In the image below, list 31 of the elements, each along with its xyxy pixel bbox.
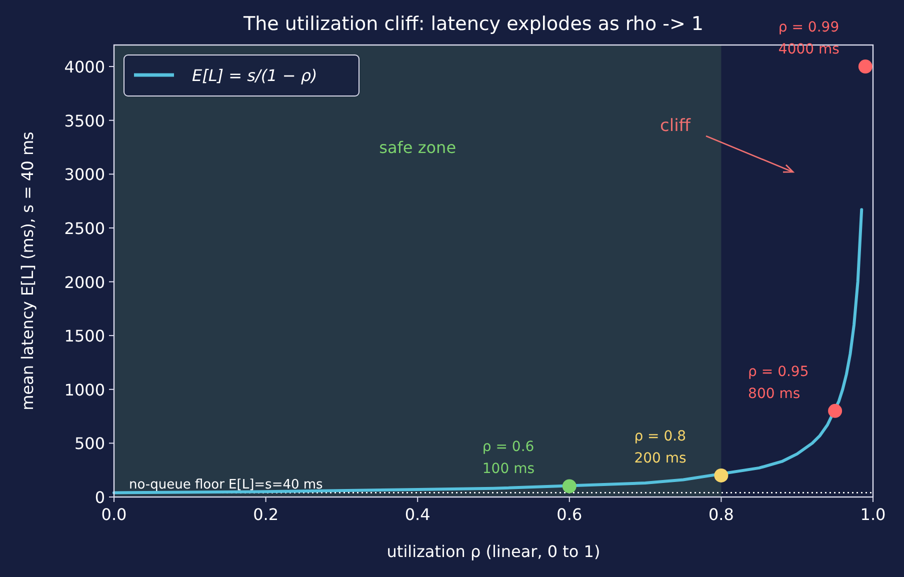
legend-label: E[L] = s/(1 − ρ) xyxy=(192,66,318,85)
band-label: safe zone xyxy=(379,138,456,157)
annotation: ρ = 0.8 200 ms xyxy=(634,428,686,466)
annotation: cliff xyxy=(660,116,692,136)
y-tick-label: 4000 xyxy=(64,58,105,77)
x-tick-label: 1.0 xyxy=(860,505,886,524)
x-tick-label: 0.6 xyxy=(556,505,582,524)
y-tick-label: 1000 xyxy=(64,380,105,400)
point xyxy=(714,468,728,482)
ref-line-label: no-queue floor E[L]=s=40 ms xyxy=(129,478,324,493)
point xyxy=(562,479,576,494)
point xyxy=(828,404,842,418)
x-tick-label: 0.4 xyxy=(404,505,430,524)
y-tick-label: 2000 xyxy=(64,272,105,292)
y-tick-label: 2500 xyxy=(64,218,105,238)
annotation: ρ = 0.95 800 ms xyxy=(748,364,809,402)
y-tick-label: 0 xyxy=(94,488,105,507)
y-tick-label: 3000 xyxy=(64,165,105,184)
y-axis-title: mean latency E[L] (ms), s = 40 ms xyxy=(18,132,37,410)
point xyxy=(858,60,872,74)
y-tick-label: 3500 xyxy=(64,111,105,130)
y-tick-label: 1500 xyxy=(64,326,105,346)
line-series xyxy=(112,208,864,494)
annotation: ρ = 0.99 4000 ms xyxy=(778,20,840,58)
x-tick-label: 0.8 xyxy=(708,505,734,524)
x-tick-label: 0.0 xyxy=(101,505,127,524)
x-axis-title: utilization ρ (linear, 0 to 1) xyxy=(386,542,600,561)
y-tick-label: 500 xyxy=(74,434,105,454)
x-tick-label: 0.2 xyxy=(253,505,279,524)
annotation: ρ = 0.6 100 ms xyxy=(482,439,535,478)
chart-title: The utilization cliff: latency explodes as rho -> 1 xyxy=(242,13,704,35)
